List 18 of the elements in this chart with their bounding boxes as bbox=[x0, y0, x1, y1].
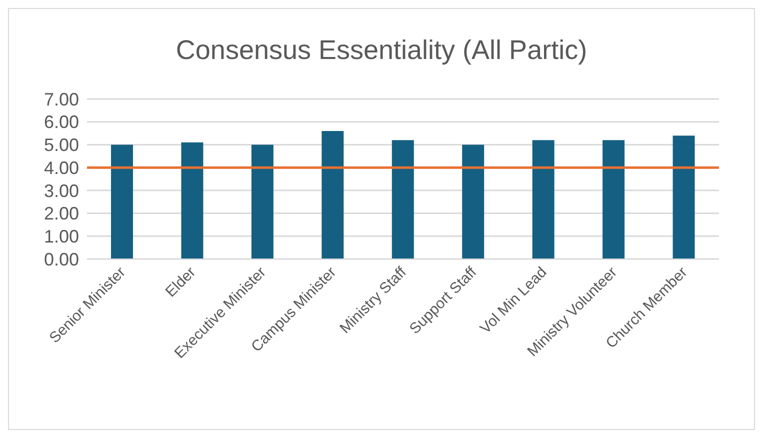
y-tick-label: 4.00 bbox=[44, 158, 79, 178]
y-tick-label: 5.00 bbox=[44, 135, 79, 156]
y-tick-label: 2.00 bbox=[44, 204, 79, 224]
bar bbox=[392, 140, 414, 259]
bar bbox=[111, 144, 133, 259]
bar bbox=[602, 140, 625, 259]
y-tick-label: 1.00 bbox=[44, 226, 79, 247]
bar bbox=[181, 142, 204, 259]
y-tick-label: 7.00 bbox=[44, 89, 79, 110]
y-tick-label: 0.00 bbox=[44, 249, 79, 270]
y-tick-label: 6.00 bbox=[44, 112, 79, 132]
bar bbox=[672, 136, 695, 259]
bar bbox=[251, 144, 274, 259]
bar bbox=[462, 144, 484, 259]
bar bbox=[322, 131, 344, 259]
bar bbox=[532, 140, 554, 259]
y-tick-label: 3.00 bbox=[44, 180, 79, 201]
chart-title: Consensus Essentiality (All Partic) bbox=[174, 35, 588, 66]
